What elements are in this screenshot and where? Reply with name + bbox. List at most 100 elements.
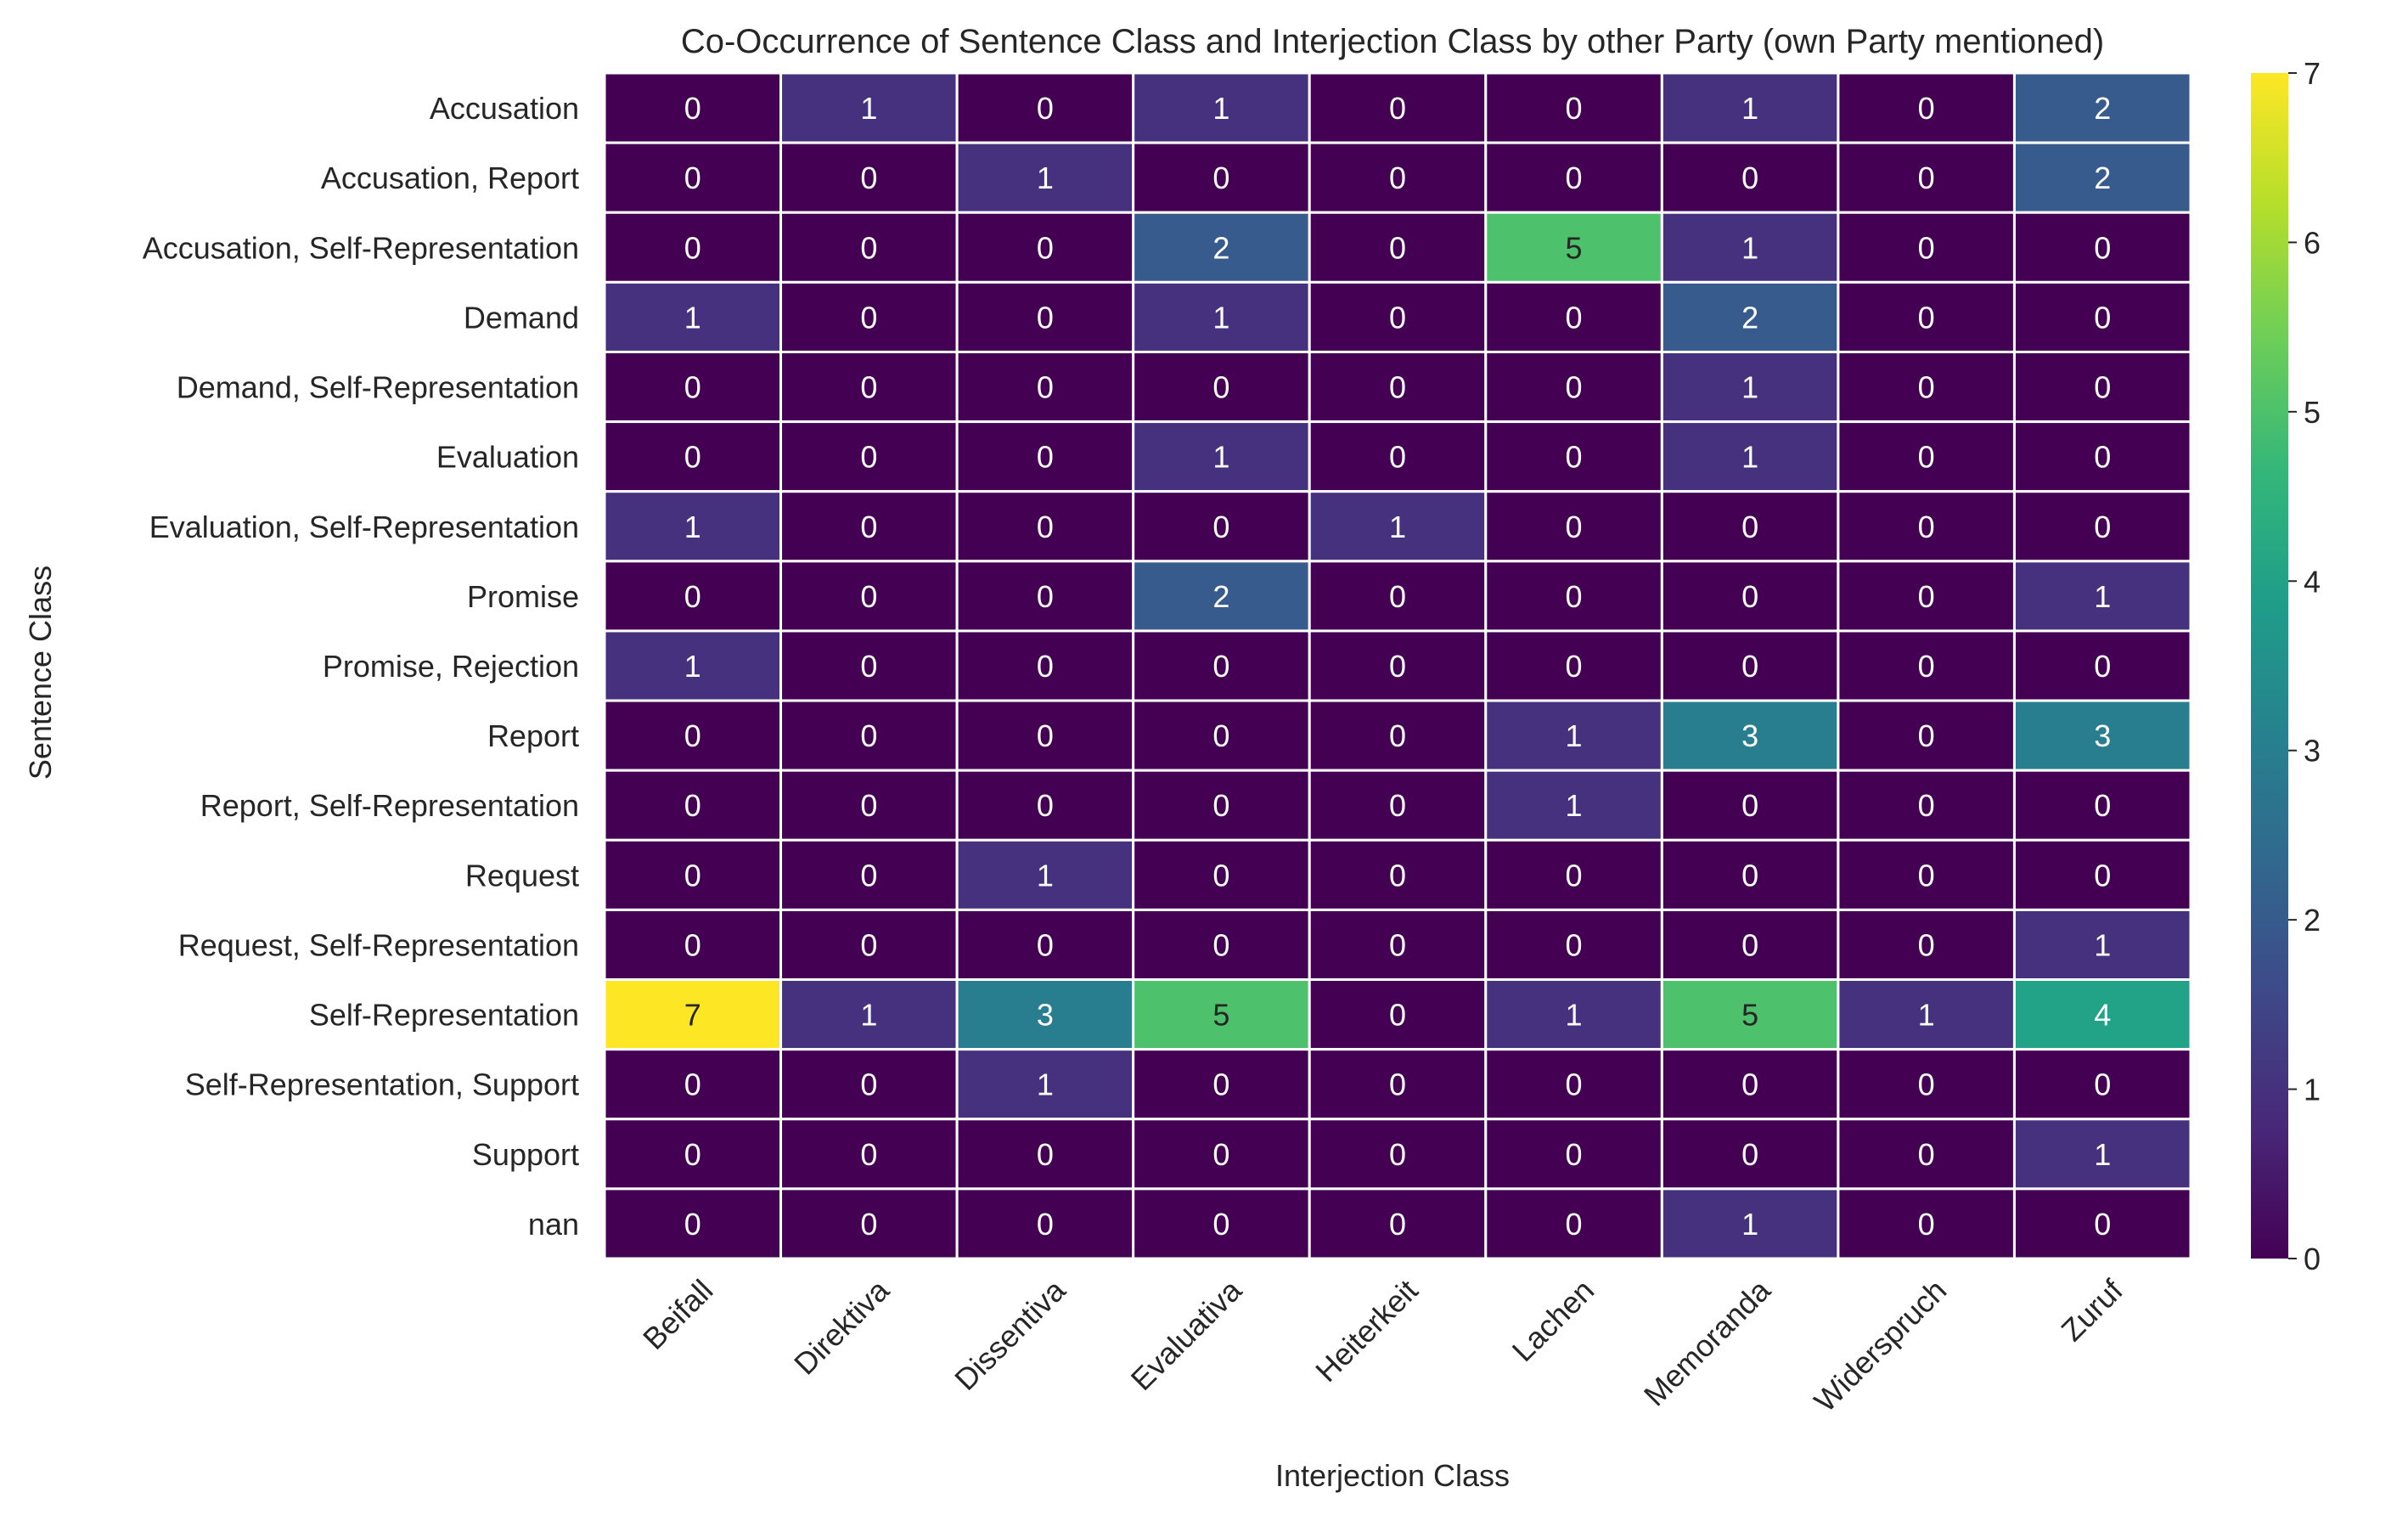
- heatmap-cell: [1132, 420, 1311, 493]
- cell-value-label: 0: [2094, 440, 2111, 475]
- cell-value-label: 0: [860, 858, 877, 893]
- cell-value-label: 0: [1918, 510, 1935, 544]
- heatmap-cell: [1132, 629, 1311, 702]
- cell-value-label: 0: [1389, 649, 1406, 684]
- heatmap-cell: [1837, 141, 2016, 214]
- cell-value-label: 5: [1566, 230, 1583, 265]
- y-tick-label: Self-Representation, Support: [185, 1067, 579, 1102]
- heatmap-cell: [1484, 629, 1663, 702]
- heatmap-cell: [1837, 1187, 2016, 1260]
- heatmap-cell: [955, 1187, 1135, 1260]
- cell-value-label: 1: [1212, 440, 1229, 475]
- y-tick-label: Accusation, Report: [321, 161, 579, 195]
- heatmap-cell: [1308, 1048, 1488, 1121]
- cell-value-label: 0: [1741, 1137, 1758, 1172]
- heatmap-cell: [1132, 560, 1311, 633]
- heatmap-cell: [1660, 560, 1840, 633]
- heatmap-cell: [1132, 280, 1311, 353]
- cell-value-label: 3: [2094, 718, 2111, 753]
- heatmap-cell: [1837, 1048, 2016, 1121]
- cell-value-label: 1: [1037, 1067, 1054, 1102]
- cell-value-label: 0: [684, 858, 701, 893]
- cell-value-label: 0: [2094, 649, 2111, 684]
- heatmap-cell: [1308, 1187, 1488, 1260]
- y-tick-label: Accusation, Self-Representation: [143, 230, 579, 265]
- cell-value-label: 0: [1741, 788, 1758, 823]
- cell-value-label: 0: [1566, 649, 1583, 684]
- cell-value-label: 1: [1566, 718, 1583, 753]
- heatmap-cell: [2012, 1118, 2192, 1191]
- x-tick-label: Heiterkeit: [1308, 1273, 1425, 1389]
- cell-value-label: 1: [1918, 998, 1935, 1033]
- cell-value-label: 0: [1037, 370, 1054, 405]
- cell-value-label: 0: [1389, 998, 1406, 1033]
- cell-value-label: 0: [1212, 649, 1229, 684]
- y-tick-label: Evaluation, Self-Representation: [149, 510, 579, 544]
- heatmap-cell: [955, 699, 1135, 772]
- cell-value-label: 0: [1037, 300, 1054, 335]
- heatmap-cell: [1660, 629, 1840, 702]
- heatmap-cell: [603, 490, 783, 563]
- heatmap-cell: [2012, 769, 2192, 842]
- colorbar-tick-label: 5: [2304, 395, 2321, 430]
- heatmap-cell: [1308, 629, 1488, 702]
- heatmap-cell: [1132, 1118, 1311, 1191]
- cell-value-label: 0: [1212, 788, 1229, 823]
- cell-value-label: 0: [860, 230, 877, 265]
- cell-value-label: 0: [1389, 230, 1406, 265]
- heatmap-cell: [1837, 769, 2016, 842]
- cell-value-label: 0: [684, 1137, 701, 1172]
- cell-value-label: 1: [1037, 858, 1054, 893]
- cell-value-label: 0: [1212, 927, 1229, 962]
- cell-value-label: 0: [1037, 579, 1054, 614]
- heatmap-cell: [603, 350, 783, 424]
- cell-value-label: 0: [1566, 579, 1583, 614]
- y-tick-label: Evaluation: [436, 440, 579, 475]
- cell-value-label: 1: [1566, 788, 1583, 823]
- cell-value-label: 0: [1389, 927, 1406, 962]
- cell-value-label: 0: [1212, 161, 1229, 195]
- heatmap-cells: 0 1 0 1 0 0 1 0 20 0 1 0 0 0 0 0 20 0 0 2 0 5 1 0 01 0 0 1 0 0 2 0 00 0 0 0…: [603, 71, 2192, 1260]
- cell-value-label: 0: [684, 370, 701, 405]
- cell-value-label: 0: [2094, 788, 2111, 823]
- cell-value-label: 0: [1566, 1137, 1583, 1172]
- heatmap-cell: [955, 629, 1135, 702]
- cell-value-label: 0: [1037, 1137, 1054, 1172]
- cell-value-label: 0: [1566, 1067, 1583, 1102]
- y-tick-label: nan: [528, 1207, 579, 1242]
- y-tick-label: Demand: [464, 300, 579, 335]
- heatmap-cell: [603, 280, 783, 353]
- cell-value-label: 0: [1212, 370, 1229, 405]
- cell-value-label: 1: [860, 998, 877, 1033]
- heatmap-cell: [1837, 420, 2016, 493]
- heatmap-cell: [1660, 978, 1840, 1051]
- heatmap-cell: [603, 769, 783, 842]
- x-tick-label: Lachen: [1505, 1273, 1601, 1369]
- cell-value-label: 1: [2094, 1137, 2111, 1172]
- cell-value-label: 0: [1212, 1207, 1229, 1242]
- cell-value-label: 0: [1389, 161, 1406, 195]
- heatmap-cell: [779, 280, 959, 353]
- cell-value-label: 1: [2094, 579, 2111, 614]
- heatmap-cell: [603, 1187, 783, 1260]
- heatmap-cell: [779, 978, 959, 1051]
- cell-value-label: 0: [860, 788, 877, 823]
- heatmap-cell: [2012, 1048, 2192, 1121]
- cell-value-label: 0: [1918, 718, 1935, 753]
- y-tick-label: Request, Self-Representation: [178, 927, 579, 962]
- cell-value-label: 0: [1918, 649, 1935, 684]
- cell-value-label: 0: [860, 161, 877, 195]
- heatmap-cell: [779, 908, 959, 982]
- cell-value-label: 1: [684, 649, 701, 684]
- heatmap-cell: [2012, 280, 2192, 353]
- y-tick-label: Promise: [467, 579, 579, 614]
- heatmap-cell: [1484, 1187, 1663, 1260]
- heatmap-cell: [1837, 699, 2016, 772]
- cell-value-label: 0: [860, 579, 877, 614]
- heatmap-cell: [955, 560, 1135, 633]
- cell-value-label: 2: [1741, 300, 1758, 335]
- cell-value-label: 0: [1212, 1137, 1229, 1172]
- cell-value-label: 5: [1212, 998, 1229, 1033]
- cell-value-label: 1: [684, 510, 701, 544]
